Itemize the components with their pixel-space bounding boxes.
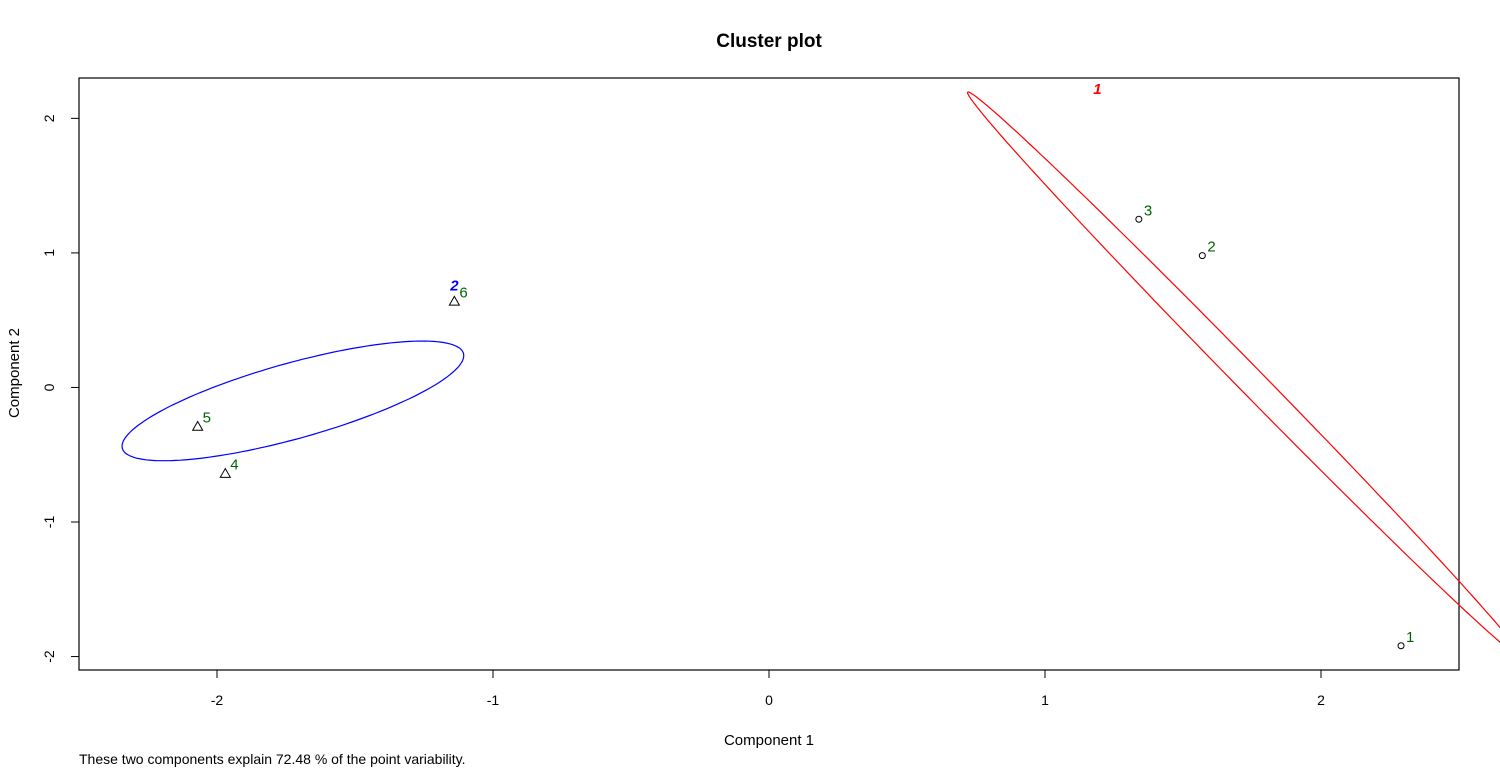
cluster-labels: 12 [449,81,1101,294]
y-tick-label: 2 [41,114,57,122]
point-marker [191,420,204,431]
point-label: 2 [1207,239,1215,256]
cluster-2-label: 2 [449,278,459,295]
y-axis: -2 -1 0 1 2 [41,114,79,663]
x-tick-label: 2 [1317,692,1325,708]
x-tick-label: 0 [765,692,773,708]
y-tick-label: 0 [41,383,57,391]
cluster-1-ellipse [966,91,1500,643]
x-tick-label: 1 [1041,692,1049,708]
x-tick-label: -1 [487,692,500,708]
y-tick-label: 1 [41,249,57,257]
x-axis-label: Component 1 [724,732,814,749]
cluster-1-label: 1 [1093,81,1101,98]
chart-title: Cluster plot [716,31,822,52]
point-label: 6 [459,284,467,301]
x-axis: -2 -1 0 1 2 [211,670,1325,708]
variability-note: These two components explain 72.48 % of … [79,751,466,767]
point-marker [1397,642,1405,650]
point-label: 3 [1144,202,1152,219]
point-label: 1 [1406,629,1414,646]
y-axis-label: Component 2 [6,328,23,418]
point-marker [448,295,461,306]
cluster-2-ellipse [121,340,465,462]
y-tick-label: -2 [41,650,57,663]
plot-frame [78,77,1460,671]
y-tick-label: -1 [41,516,57,529]
cluster-ellipses [121,91,1500,643]
data-points: 1 2 3 4 5 6 [191,202,1414,650]
point-label: 4 [230,457,238,474]
point-marker [219,467,232,478]
x-tick-label: -2 [211,692,224,708]
point-label: 5 [203,409,211,426]
point-marker [1198,252,1206,260]
point-marker [1135,215,1143,223]
